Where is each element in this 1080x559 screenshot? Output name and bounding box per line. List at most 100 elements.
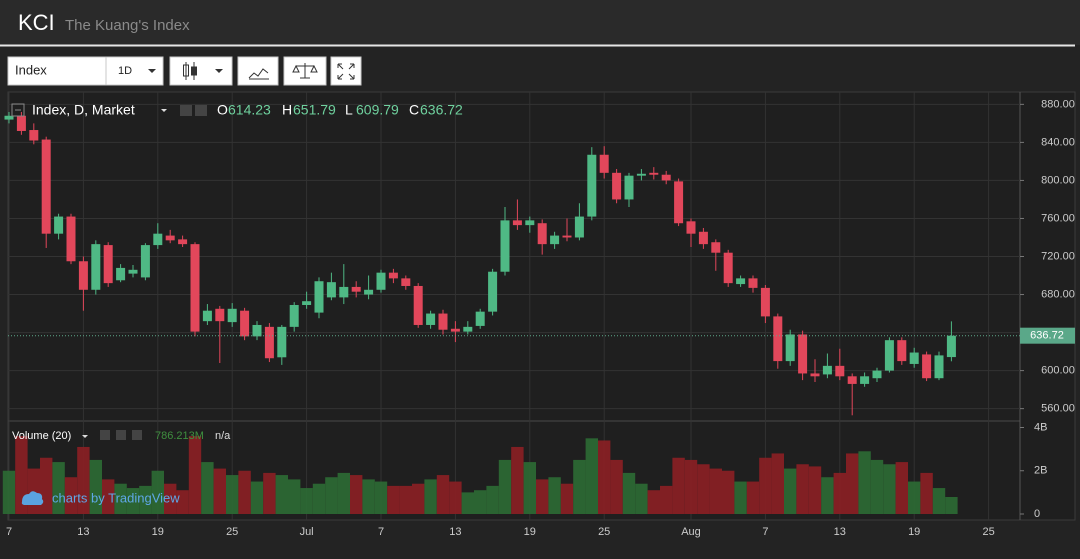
ohlc-legend: O 614.23 H 651.79 L 609.79 C 636.72: [217, 102, 463, 118]
credit-text[interactable]: charts by TradingView: [52, 490, 180, 505]
volume-bar: [337, 472, 350, 514]
x-tick-label: 25: [226, 526, 238, 538]
y-tick-label: 680.00: [1041, 288, 1075, 300]
credit-icon: [21, 491, 44, 505]
legend-icon: [100, 430, 110, 440]
symbol-text: Index: [15, 62, 47, 77]
fullscreen-button[interactable]: [330, 56, 362, 86]
candle-body: [488, 271, 498, 312]
volume-bar: [126, 488, 140, 514]
candle-body: [66, 216, 76, 262]
candle-body: [128, 269, 138, 274]
ohlc-value: 609.79: [356, 102, 399, 118]
symbol-input[interactable]: [7, 56, 107, 86]
candle-body: [512, 220, 522, 226]
y-tick-label: 840.00: [1041, 136, 1075, 148]
volume-bar: [275, 475, 288, 514]
volume-bar: [672, 457, 685, 514]
ohlc-letter: C: [409, 102, 419, 118]
candle-body: [785, 334, 795, 362]
volume-bar: [300, 488, 313, 514]
candle-body: [872, 370, 882, 379]
series-title: Index, D, Market: [32, 102, 135, 118]
legend-icon: [180, 105, 192, 116]
volume-bar: [908, 481, 921, 514]
y-tick-label: 560.00: [1041, 403, 1075, 415]
candle-body: [103, 245, 113, 284]
volume-bar: [449, 481, 462, 514]
candle-body: [463, 326, 473, 332]
volume-bar: [598, 440, 611, 514]
candle-body: [711, 242, 721, 253]
candle-body: [884, 340, 894, 371]
candle-body: [860, 376, 870, 384]
volume-bar: [883, 464, 896, 514]
y-tick-label: 880.00: [1041, 98, 1075, 110]
chart-style-button[interactable]: [169, 56, 233, 86]
last-price-label: 636.72: [1030, 330, 1064, 342]
candle-body: [314, 281, 324, 313]
last-price-tag: [1020, 327, 1075, 344]
volume-bar: [176, 490, 189, 514]
toolbar: Index 1D: [7, 56, 362, 86]
volume-bar: [759, 457, 772, 514]
candle-body: [438, 313, 448, 330]
plot: [2, 111, 1020, 514]
x-tick-label: 13: [77, 526, 89, 538]
candle-body: [91, 244, 101, 290]
candle-body: [649, 172, 659, 175]
candle-body: [16, 115, 26, 131]
x-tick-label: 7: [378, 526, 384, 538]
volume-bar: [523, 462, 536, 514]
volume-bar: [164, 483, 177, 514]
interval-select[interactable]: [105, 56, 164, 86]
candle-body: [698, 231, 708, 245]
candle-body: [636, 173, 646, 176]
credit[interactable]: charts by TradingView: [21, 490, 181, 505]
legend-icon: [132, 430, 142, 440]
volume-bar: [374, 481, 388, 514]
volume-bar: [474, 490, 487, 514]
volume-bar: [858, 451, 871, 514]
candle-body: [140, 245, 150, 278]
volume-bar: [213, 468, 226, 514]
candle-body: [364, 289, 374, 295]
volume-ma: n/a: [215, 430, 231, 442]
volume-bar: [486, 485, 499, 514]
candle-body: [302, 301, 312, 305]
candle-body: [723, 252, 733, 284]
x-tick-label: 25: [982, 526, 994, 538]
candle-body: [922, 354, 932, 379]
volume-bar: [350, 475, 363, 514]
volume-bar: [201, 462, 214, 514]
dropdown-arrow: [161, 109, 167, 112]
volume-bar: [412, 483, 425, 514]
candle-body: [351, 286, 361, 292]
x-tick-label: Jul: [300, 526, 314, 538]
candle-body: [227, 308, 237, 323]
collapse-toggle[interactable]: [11, 103, 25, 117]
candle-body: [339, 286, 349, 298]
header-title: KCI: [18, 10, 55, 35]
volume-bar: [288, 479, 301, 514]
volume-bar: [226, 475, 239, 514]
volume-bar: [709, 468, 722, 514]
candle-body: [897, 340, 907, 362]
ohlc-letter: H: [282, 102, 292, 118]
candle-body: [537, 223, 547, 245]
volume-bar: [399, 485, 412, 514]
volume-bar: [560, 483, 574, 514]
volume-bar: [102, 479, 115, 514]
header-subtitle: The Kuang's Index: [65, 17, 190, 34]
candle-body: [41, 139, 51, 234]
candle-body: [277, 326, 287, 358]
volume-bar: [263, 472, 276, 514]
fullscreen-icon: [337, 63, 355, 80]
volume-bar: [312, 483, 326, 514]
indicators-button[interactable]: [237, 56, 279, 86]
y-tick-label: 2B: [1034, 465, 1047, 477]
volume-bar: [151, 470, 164, 514]
candle-body: [475, 311, 485, 326]
x-tick-label: 19: [152, 526, 164, 538]
